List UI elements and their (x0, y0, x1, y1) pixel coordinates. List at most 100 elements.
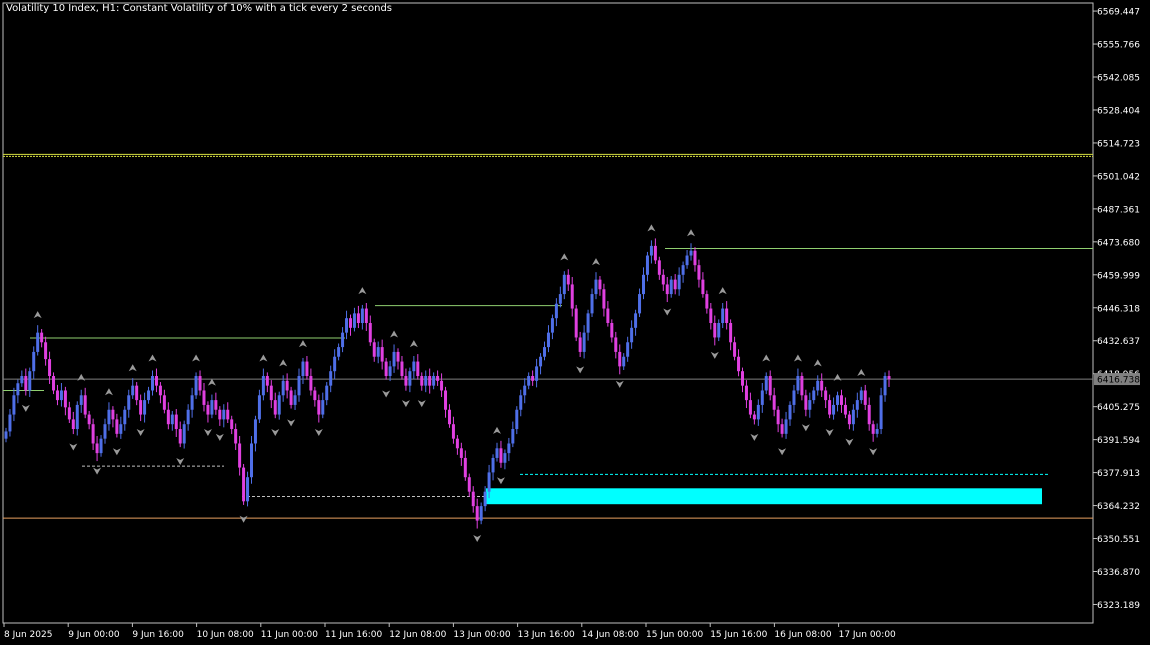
candle-body (693, 250, 697, 266)
demand-zone (486, 488, 1042, 505)
fractal-down-arrow (287, 419, 296, 427)
candle-body (408, 371, 412, 386)
fractal-down-arrow (382, 390, 391, 398)
candle-body (689, 250, 693, 256)
candle-body (463, 457, 467, 478)
candle-body (83, 395, 87, 415)
candle-body (261, 376, 265, 396)
candle-body (71, 419, 75, 430)
candle-body (737, 356, 741, 372)
candle-body (32, 351, 36, 372)
price-tick-label: 6405.275 (1097, 403, 1140, 413)
candle-body (87, 414, 91, 425)
candle-body (717, 323, 721, 338)
candle-body (103, 424, 107, 439)
candle-body (451, 424, 455, 439)
fractal-up-arrow (390, 330, 399, 338)
candle-body (614, 337, 618, 352)
candle-body (301, 361, 305, 377)
candle-body (356, 313, 360, 323)
time-tick-label: 13 Jun 16:00 (518, 630, 575, 640)
candle-body (360, 308, 364, 323)
candle-body (756, 404, 760, 420)
candle-body (740, 371, 744, 386)
candle-body (705, 294, 709, 309)
candle-body (832, 404, 836, 415)
price-tick-label: 6487.361 (1097, 205, 1140, 215)
candle-body (79, 395, 83, 405)
candle-body (230, 419, 234, 430)
candle-body (875, 429, 879, 434)
candle-body (329, 371, 333, 386)
fractal-up-arrow (718, 287, 727, 295)
candle-body (812, 390, 816, 401)
candle-body (170, 414, 174, 425)
fractal-down-arrow (271, 429, 280, 437)
fractal-down-arrow (615, 380, 624, 388)
candle-body (376, 347, 380, 357)
candle-body (546, 332, 550, 348)
candle-body (507, 443, 511, 454)
fractal-up-arrow (77, 373, 86, 381)
fractal-down-arrow (21, 404, 30, 412)
price-tick-label: 6459.999 (1097, 271, 1140, 281)
candle-body (352, 313, 356, 328)
time-tick-label: 13 Jun 00:00 (453, 630, 510, 640)
candle-body (364, 308, 368, 323)
fractal-down-arrow (203, 429, 212, 437)
candle-body (285, 380, 289, 391)
candle-body (515, 409, 519, 430)
candle-body (459, 448, 463, 458)
candle-body (748, 400, 752, 415)
price-tick-label: 6569.447 (1097, 8, 1140, 18)
candle-body (550, 318, 554, 333)
candle-body (447, 409, 451, 425)
fractal-down-arrow (69, 443, 78, 451)
candle-body (317, 400, 321, 415)
candle-body (99, 438, 103, 454)
candle-body (598, 279, 602, 290)
candle-body (91, 424, 95, 444)
candle-body (392, 351, 396, 367)
candle-body (729, 323, 733, 343)
price-tick-label: 6542.085 (1097, 74, 1140, 84)
candle-body (847, 414, 851, 425)
candle-body (269, 385, 273, 401)
candle-body (733, 342, 737, 357)
candle-body (788, 404, 792, 420)
time-tick-label: 10 Jun 08:00 (197, 630, 254, 640)
fractal-up-arrow (358, 287, 367, 295)
candle-body (618, 351, 622, 367)
candle-body (455, 438, 459, 449)
candle-body (151, 376, 155, 391)
candle-body (388, 366, 392, 377)
candle-body (638, 294, 642, 314)
candles (4, 238, 891, 529)
candle-body (16, 383, 20, 396)
candle-body (222, 409, 226, 420)
candle-body (416, 361, 420, 377)
candle-body (602, 289, 606, 309)
candle-body (111, 409, 115, 420)
fractal-up-arrow (33, 311, 42, 319)
candle-body (265, 376, 269, 386)
candle-body (824, 390, 828, 401)
fractal-down-arrow (112, 448, 121, 456)
candle-body (483, 491, 487, 507)
time-tick-label: 12 Jun 08:00 (389, 630, 446, 640)
candle-body (396, 351, 400, 362)
candle-body (182, 424, 186, 444)
candle-body (784, 419, 788, 434)
candle-body (594, 279, 598, 295)
candle-body (800, 376, 804, 396)
candle-body (162, 395, 166, 410)
candle-body (645, 255, 649, 275)
candle-body (673, 279, 677, 290)
candle-body (780, 424, 784, 434)
candle-body (626, 342, 630, 357)
candle-body (4, 431, 8, 439)
candle-body (432, 376, 436, 386)
candle-body (281, 380, 285, 396)
